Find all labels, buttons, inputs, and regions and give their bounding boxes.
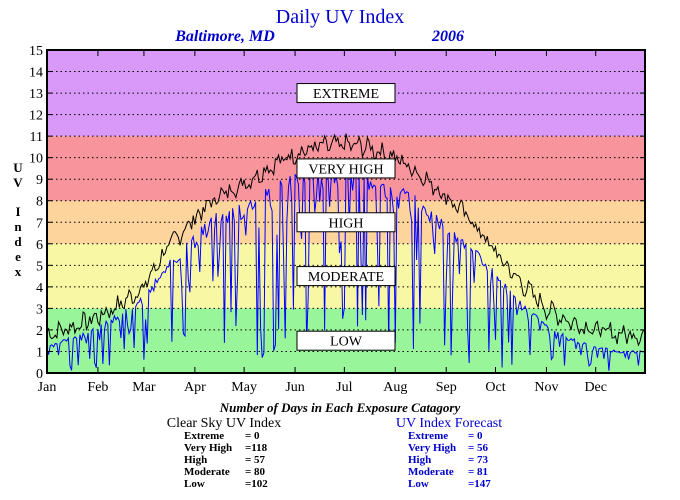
clear-sky-stat-label: Low xyxy=(184,478,205,490)
series-line-clear-sky xyxy=(46,133,646,347)
clear-sky-stat-label: Moderate xyxy=(184,466,230,478)
y-axis-label-letter: n xyxy=(14,219,22,234)
forecast-stat-value: = 0 xyxy=(468,430,483,442)
y-tick-label: 4 xyxy=(36,281,43,296)
clear-sky-stat-value: = 57 xyxy=(245,454,266,466)
forecast-stat-label: Moderate xyxy=(408,466,454,478)
x-tick-label: Mar xyxy=(132,380,156,395)
band-label-moderate: MODERATE xyxy=(308,270,384,285)
band-label-box-moderate xyxy=(296,266,396,287)
clear-sky-stats: Extreme = 0 Very High =118 High = 57 Moderate =… xyxy=(184,430,268,490)
band-label-low: LOW xyxy=(330,335,363,350)
forecast-stat-value: =147 xyxy=(468,478,491,490)
clear-sky-stat-value: =118 xyxy=(245,442,268,454)
y-tick-label: 6 xyxy=(36,238,43,253)
x-tick-label: Nov xyxy=(534,380,558,395)
x-tick-label: Aug xyxy=(383,380,407,395)
clear-sky-stat-value: = 80 xyxy=(245,466,266,478)
chart-subtitle-location: Baltimore, MD xyxy=(174,28,275,45)
y-tick-label: 14 xyxy=(29,66,43,81)
y-axis-label-letter: e xyxy=(15,249,21,264)
clear-sky-stat-value: =102 xyxy=(245,478,268,490)
y-tick-label: 8 xyxy=(36,195,43,210)
clear-sky-stat-value: = 0 xyxy=(245,430,260,442)
plot-frame xyxy=(46,49,646,374)
x-tick-label: Dec xyxy=(584,380,607,395)
stats-caption: Number of Days in Each Exposure Catagory xyxy=(219,400,461,415)
y-axis-label-letter: U xyxy=(13,160,23,175)
forecast-stat-label: Low xyxy=(408,478,429,490)
forecast-stat-value: = 56 xyxy=(468,442,489,454)
clear-sky-heading: Clear Sky UV Index xyxy=(167,416,281,431)
x-axis: Jan Feb Mar Apr May Jun Jul Aug Sep Oct Nov Dec xyxy=(38,50,607,395)
chart-subtitle-year: 2006 xyxy=(431,28,464,45)
forecast-stat-label: High xyxy=(408,454,431,466)
clear-sky-stat-label: High xyxy=(184,454,207,466)
y-axis-label-letter: d xyxy=(14,234,22,249)
clear-sky-stat-label: Extreme xyxy=(184,430,224,442)
x-tick-label: Jun xyxy=(285,380,304,395)
y-tick-label: 7 xyxy=(36,216,43,231)
y-tick-label: 10 xyxy=(29,152,43,167)
y-axis-label-letter: x xyxy=(15,264,22,279)
forecast-stat-value: = 81 xyxy=(468,466,488,478)
forecast-stat-label: Extreme xyxy=(408,430,448,442)
y-tick-label: 5 xyxy=(36,259,43,274)
band-label-box-extreme xyxy=(296,83,396,104)
clear-sky-stat-label: Very High xyxy=(184,442,232,454)
band-label-box-very-high xyxy=(296,158,396,179)
band-label-extreme: EXTREME xyxy=(313,87,379,102)
chart-title: Daily UV Index xyxy=(276,6,405,28)
x-tick-label: Jan xyxy=(38,380,57,395)
x-tick-label: May xyxy=(231,380,257,395)
band-label-very-high: VERY HIGH xyxy=(308,162,383,177)
x-tick-label: Apr xyxy=(184,380,206,395)
forecast-heading: UV Index Forecast xyxy=(396,416,502,431)
y-tick-label: 12 xyxy=(29,109,43,124)
band-label-high: HIGH xyxy=(329,216,364,231)
band-label-box-low xyxy=(296,330,396,351)
forecast-stat-value: = 73 xyxy=(468,454,489,466)
y-tick-label: 0 xyxy=(36,367,43,382)
forecast-stats: Extreme = 0 Very High = 56 High = 73 Moderate =… xyxy=(408,430,491,490)
x-tick-label: Sep xyxy=(436,380,457,395)
band-labels: LOW MODERATE HIGH VERY HIGH EXTREME xyxy=(296,83,396,351)
y-axis-label-letter: I xyxy=(15,204,20,219)
y-tick-label: 2 xyxy=(36,324,43,339)
y-tick-label: 9 xyxy=(36,173,43,188)
band-label-box-high xyxy=(296,212,396,233)
y-tick-label: 11 xyxy=(30,130,43,145)
x-tick-label: Oct xyxy=(485,380,505,395)
y-tick-label: 1 xyxy=(36,345,43,360)
y-tick-label: 13 xyxy=(29,87,43,102)
y-axis-label-letter: V xyxy=(13,175,23,190)
x-tick-label: Feb xyxy=(87,380,108,395)
forecast-stat-label: Very High xyxy=(408,442,456,454)
y-tick-label: 3 xyxy=(36,302,43,317)
x-tick-label: Jul xyxy=(336,380,352,395)
y-tick-label: 15 xyxy=(29,44,43,59)
